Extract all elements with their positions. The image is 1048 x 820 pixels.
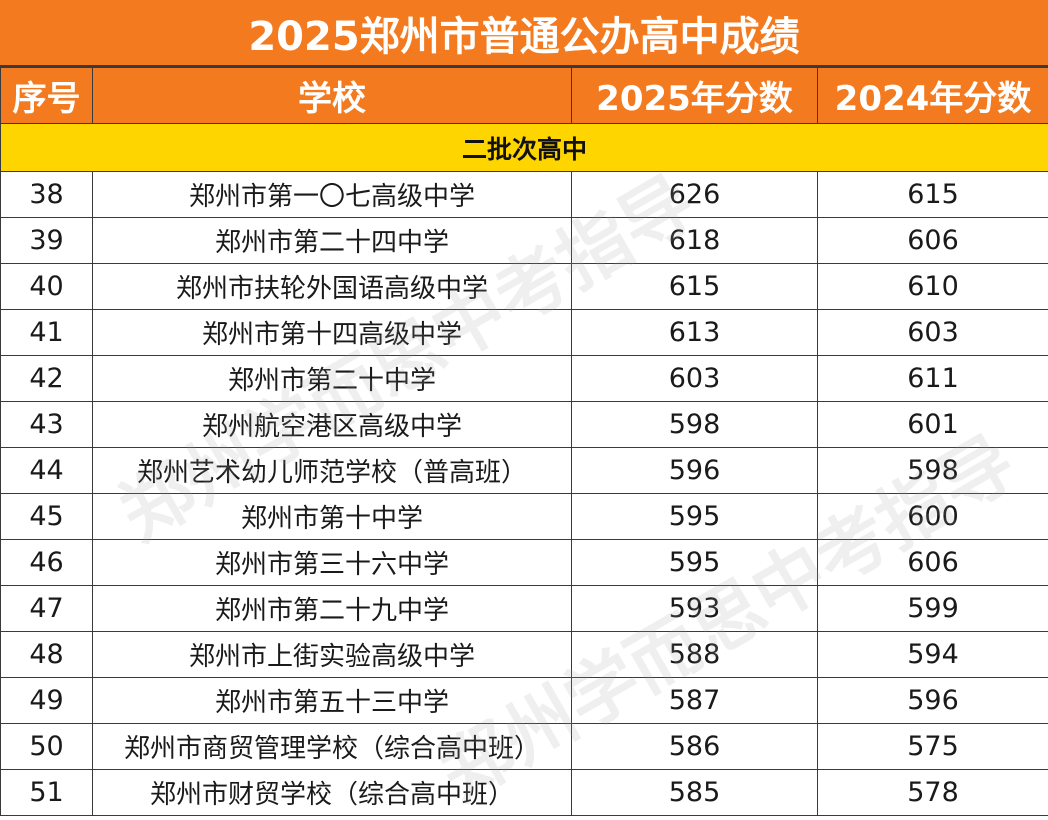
cell-index: 45 bbox=[1, 494, 93, 540]
page-title: 2025郑州市普通公办高中成绩 bbox=[0, 0, 1048, 67]
cell-score-2025: 587 bbox=[572, 678, 818, 724]
cell-school: 郑州市第三十六中学 bbox=[93, 540, 572, 586]
cell-index: 43 bbox=[1, 402, 93, 448]
cell-score-2025: 615 bbox=[572, 264, 818, 310]
cell-score-2025: 586 bbox=[572, 724, 818, 770]
cell-school: 郑州市扶轮外国语高级中学 bbox=[93, 264, 572, 310]
cell-score-2025: 596 bbox=[572, 448, 818, 494]
cell-score-2024: 610 bbox=[818, 264, 1048, 310]
cell-school: 郑州市第二十中学 bbox=[93, 356, 572, 402]
header-score-2025: 2025年分数 bbox=[572, 68, 818, 124]
cell-school: 郑州航空港区高级中学 bbox=[93, 402, 572, 448]
cell-score-2024: 603 bbox=[818, 310, 1048, 356]
cell-score-2025: 626 bbox=[572, 172, 818, 218]
cell-index: 41 bbox=[1, 310, 93, 356]
header-index: 序号 bbox=[1, 68, 93, 124]
cell-score-2025: 603 bbox=[572, 356, 818, 402]
cell-score-2024: 601 bbox=[818, 402, 1048, 448]
cell-score-2024: 598 bbox=[818, 448, 1048, 494]
cell-index: 40 bbox=[1, 264, 93, 310]
cell-school: 郑州市第二十九中学 bbox=[93, 586, 572, 632]
cell-score-2024: 606 bbox=[818, 540, 1048, 586]
cell-school: 郑州市第五十三中学 bbox=[93, 678, 572, 724]
cell-score-2025: 593 bbox=[572, 586, 818, 632]
group-row: 二批次高中 bbox=[1, 124, 1048, 172]
cell-index: 46 bbox=[1, 540, 93, 586]
cell-school: 郑州艺术幼儿师范学校（普高班） bbox=[93, 448, 572, 494]
cell-score-2025: 595 bbox=[572, 494, 818, 540]
cell-index: 51 bbox=[1, 770, 93, 816]
cell-index: 49 bbox=[1, 678, 93, 724]
cell-school: 郑州市商贸管理学校（综合高中班） bbox=[93, 724, 572, 770]
cell-score-2025: 613 bbox=[572, 310, 818, 356]
header-school: 学校 bbox=[93, 68, 572, 124]
cell-score-2025: 585 bbox=[572, 770, 818, 816]
cell-index: 38 bbox=[1, 172, 93, 218]
cell-school: 郑州市第十中学 bbox=[93, 494, 572, 540]
cell-score-2024: 600 bbox=[818, 494, 1048, 540]
header-score-2024: 2024年分数 bbox=[818, 68, 1048, 124]
cell-index: 42 bbox=[1, 356, 93, 402]
cell-score-2024: 615 bbox=[818, 172, 1048, 218]
cell-score-2025: 618 bbox=[572, 218, 818, 264]
cell-school: 郑州市上街实验高级中学 bbox=[93, 632, 572, 678]
group-label: 二批次高中 bbox=[1, 124, 1048, 172]
cell-score-2024: 575 bbox=[818, 724, 1048, 770]
cell-school: 郑州市第十四高级中学 bbox=[93, 310, 572, 356]
cell-index: 50 bbox=[1, 724, 93, 770]
cell-school: 郑州市第一〇七高级中学 bbox=[93, 172, 572, 218]
cell-index: 39 bbox=[1, 218, 93, 264]
table-header-row: 序号 学校 2025年分数 2024年分数 bbox=[1, 68, 1048, 124]
cell-score-2025: 588 bbox=[572, 632, 818, 678]
cell-score-2024: 606 bbox=[818, 218, 1048, 264]
cell-score-2024: 578 bbox=[818, 770, 1048, 816]
cell-index: 44 bbox=[1, 448, 93, 494]
cell-index: 48 bbox=[1, 632, 93, 678]
cell-score-2024: 596 bbox=[818, 678, 1048, 724]
cell-score-2024: 599 bbox=[818, 586, 1048, 632]
cell-school: 郑州市财贸学校（综合高中班） bbox=[93, 770, 572, 816]
cell-index: 47 bbox=[1, 586, 93, 632]
cell-score-2024: 594 bbox=[818, 632, 1048, 678]
cell-school: 郑州市第二十四中学 bbox=[93, 218, 572, 264]
cell-score-2025: 598 bbox=[572, 402, 818, 448]
cell-score-2024: 611 bbox=[818, 356, 1048, 402]
cell-score-2025: 595 bbox=[572, 540, 818, 586]
